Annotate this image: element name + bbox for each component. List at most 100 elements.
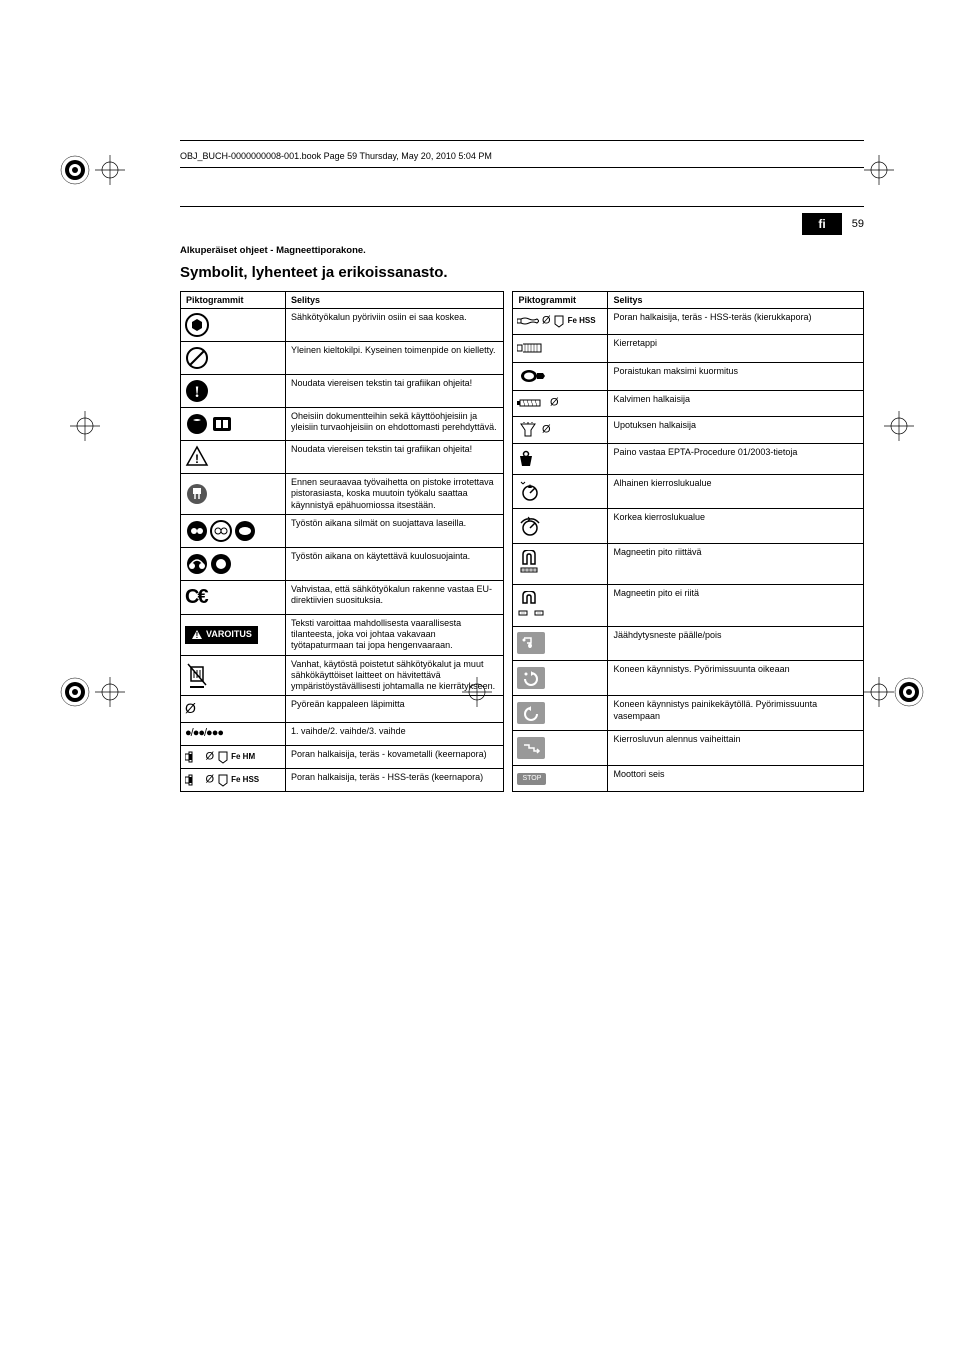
table-row: ! Noudata viereisen tekstin tai grafiikan… — [181, 441, 504, 474]
diameter-icon: Ø — [181, 696, 286, 723]
reamer-icon: Ø — [513, 390, 608, 416]
table-row: Ennen seuraavaa työvaihetta on pistoke i… — [181, 474, 504, 515]
page-header: fi 59 — [180, 213, 864, 235]
page-number: 59 — [852, 218, 864, 230]
stop-icon: STOP — [513, 766, 608, 792]
table-row: ØUpotuksen halkaisija — [513, 416, 864, 444]
start-cw-icon — [513, 661, 608, 696]
countersink-icon: Ø — [513, 416, 608, 444]
magnet-fail-icon — [513, 585, 608, 626]
description-cell: Koneen käynnistys. Pyörimissuunta oikeaa… — [608, 661, 864, 696]
pictogram-table-left: Piktogrammit Selitys Sähkötyökalun pyöri… — [180, 291, 504, 792]
table-row: Yleinen kieltokilpi. Kyseinen toimenpide… — [181, 342, 504, 375]
col-header-description: Selitys — [286, 292, 504, 309]
fehss-icon: Ø Fe HSS — [181, 768, 286, 791]
table-row: Sähkötyökalun pyöriviin osiin ei saa kos… — [181, 309, 504, 342]
gears-icon: ●/●●/●●● — [181, 722, 286, 745]
table-row: Koneen käynnistys. Pyörimissuunta oikeaa… — [513, 661, 864, 696]
table-row: Työstön aikana silmät on suojattava lase… — [181, 514, 504, 547]
svg-text:!: ! — [196, 631, 199, 640]
table-row: Koneen käynnistys painikekäytöllä. Pyöri… — [513, 696, 864, 731]
table-row: Poraistukan maksimi kuormitus — [513, 362, 864, 390]
table-row: STOPMoottori seis — [513, 766, 864, 792]
page-subtitle: Alkuperäiset ohjeet - Magneettiporakone. — [180, 245, 864, 256]
no-touch-icon — [181, 309, 286, 342]
table-row: ! Noudata viereisen tekstin tai grafiikan… — [181, 375, 504, 408]
prohibit-icon — [181, 342, 286, 375]
table-row: C€Vahvistaa, että sähkötyökalun rakenne … — [181, 580, 504, 614]
col-header-pictogram: Piktogrammit — [513, 292, 608, 309]
table-row: Ø Fe HSSPoran halkaisija, teräs - HSS-te… — [513, 309, 864, 335]
pictogram-table-right: Piktogrammit Selitys Ø Fe HSSPoran halka… — [512, 291, 864, 792]
col-header-description: Selitys — [608, 292, 864, 309]
description-cell: Noudata viereisen tekstin tai grafiikan … — [286, 441, 504, 474]
description-cell: Poraistukan maksimi kuormitus — [608, 362, 864, 390]
description-cell: Teksti varoittaa mahdollisesta vaarallis… — [286, 614, 504, 655]
table-row: Paino vastaa EPTA-Procedure 01/2003-tiet… — [513, 444, 864, 474]
description-cell: Ennen seuraavaa työvaihetta on pistoke i… — [286, 474, 504, 515]
weee-icon — [181, 655, 286, 696]
description-cell: Vahvistaa, että sähkötyökalun rakenne va… — [286, 580, 504, 614]
ce-icon: C€ — [181, 580, 286, 614]
weight-icon — [513, 444, 608, 474]
table-row: ØPyöreän kappaleen läpimitta — [181, 696, 504, 723]
warning-icon: !VAROITUS — [181, 614, 286, 655]
page-title: Symbolit, lyhenteet ja erikoissanasto. — [180, 264, 864, 281]
language-tag: fi — [802, 213, 841, 235]
step-down-icon — [513, 731, 608, 766]
description-cell: Työstön aikana on käytettävä kuulosuojai… — [286, 547, 504, 580]
tap-icon — [513, 334, 608, 362]
description-cell: Vanhat, käytöstä poistetut sähkötyökalut… — [286, 655, 504, 696]
description-cell: Paino vastaa EPTA-Procedure 01/2003-tiet… — [608, 444, 864, 474]
table-row: Kierrosluvun alennus vaiheittain — [513, 731, 864, 766]
table-row: Kierretappi — [513, 334, 864, 362]
table-row: Ø Fe HSSPoran halkaisija, teräs - HSS-te… — [181, 768, 504, 791]
unplug-icon — [181, 474, 286, 515]
svg-text:!: ! — [195, 452, 199, 466]
description-cell: Pyöreän kappaleen läpimitta — [286, 696, 504, 723]
svg-text:!: ! — [194, 384, 199, 401]
description-cell: Sähkötyökalun pyöriviin osiin ei saa kos… — [286, 309, 504, 342]
description-cell: Kalvimen halkaisija — [608, 390, 864, 416]
table-row: !VAROITUSTeksti varoittaa mahdollisesta … — [181, 614, 504, 655]
earprotect-icon — [181, 547, 286, 580]
description-cell: Kierretappi — [608, 334, 864, 362]
table-row: ØKalvimen halkaisija — [513, 390, 864, 416]
description-cell: Yleinen kieltokilpi. Kyseinen toimenpide… — [286, 342, 504, 375]
info-icon: ! — [181, 375, 286, 408]
description-cell: Jäähdytysneste päälle/pois — [608, 626, 864, 661]
description-cell: 1. vaihde/2. vaihde/3. vaihde — [286, 722, 504, 745]
table-row: Ø Fe HMPoran halkaisija, teräs - kovamet… — [181, 745, 504, 768]
description-cell: Kierrosluvun alennus vaiheittain — [608, 731, 864, 766]
document-header: OBJ_BUCH-0000000008-001.book Page 59 Thu… — [180, 149, 864, 163]
description-cell: Moottori seis — [608, 766, 864, 792]
col-header-pictogram: Piktogrammit — [181, 292, 286, 309]
description-cell: Magneetin pito riittävä — [608, 543, 864, 584]
caution-icon: ! — [181, 441, 286, 474]
description-cell: Koneen käynnistys painikekäytöllä. Pyöri… — [608, 696, 864, 731]
high-speed-icon — [513, 509, 608, 544]
description-cell: Poran halkaisija, teräs - HSS-teräs (kee… — [286, 768, 504, 791]
twist-hss-icon: Ø Fe HSS — [513, 309, 608, 335]
start-ccw-icon — [513, 696, 608, 731]
description-cell: Poran halkaisija, teräs - HSS-teräs (kie… — [608, 309, 864, 335]
table-row: Työstön aikana on käytettävä kuulosuojai… — [181, 547, 504, 580]
description-cell: Upotuksen halkaisija — [608, 416, 864, 444]
description-cell: Magneetin pito ei riitä — [608, 585, 864, 626]
low-speed-icon — [513, 474, 608, 509]
magnet-ok-icon — [513, 543, 608, 584]
table-row: Korkea kierroslukualue — [513, 509, 864, 544]
table-row: Vanhat, käytöstä poistetut sähkötyökalut… — [181, 655, 504, 696]
description-cell: Alhainen kierroslukualue — [608, 474, 864, 509]
table-row: Alhainen kierroslukualue — [513, 474, 864, 509]
description-cell: Korkea kierroslukualue — [608, 509, 864, 544]
description-cell: Oheisiin dokumentteihin sekä käyttöohjei… — [286, 408, 504, 441]
description-cell: Poran halkaisija, teräs - kovametalli (k… — [286, 745, 504, 768]
coolant-icon — [513, 626, 608, 661]
table-row: Oheisiin dokumentteihin sekä käyttöohjei… — [181, 408, 504, 441]
description-cell: Noudata viereisen tekstin tai grafiikan … — [286, 375, 504, 408]
description-cell: Työstön aikana silmät on suojattava lase… — [286, 514, 504, 547]
goggles-icon — [181, 514, 286, 547]
chuck-load-icon — [513, 362, 608, 390]
table-row: Magneetin pito ei riitä — [513, 585, 864, 626]
